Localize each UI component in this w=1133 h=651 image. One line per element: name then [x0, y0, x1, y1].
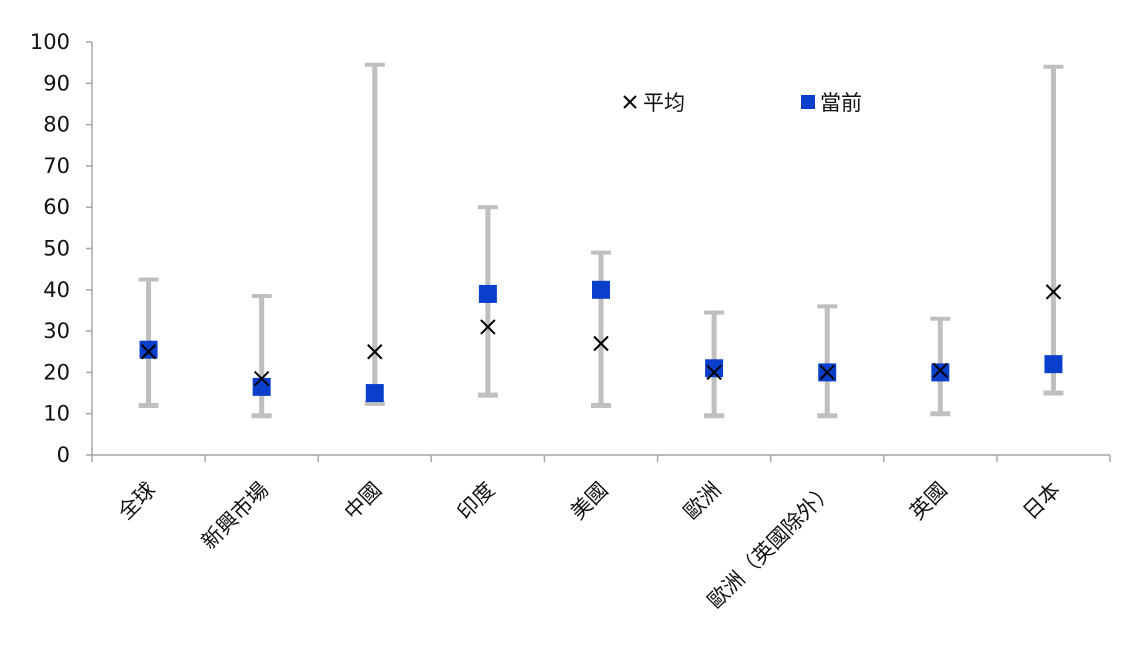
average-point	[706, 364, 722, 381]
average-point	[480, 319, 496, 335]
current-point	[139, 340, 158, 359]
current-point	[705, 359, 724, 378]
legend-average-label: 平均	[643, 91, 685, 115]
y-tick-label: 0	[57, 443, 70, 467]
y-tick-label: 70	[43, 154, 70, 178]
y-tick-label: 10	[43, 402, 70, 426]
average-point	[819, 364, 835, 381]
legend-current-label: 當前	[820, 91, 862, 115]
average-point	[932, 362, 949, 379]
category-label: 歐洲（英國除外）	[703, 478, 839, 614]
data-marks	[139, 280, 1063, 403]
range-bars	[138, 62, 1064, 419]
y-axis: 0 10 20 30 40 50 60 70 80 90 100	[30, 30, 93, 467]
legend-current-marker	[801, 95, 815, 109]
category-label: 美國	[566, 478, 613, 525]
category-label: 印度	[453, 478, 500, 525]
y-tick-label: 20	[43, 360, 70, 384]
y-tick-label: 100	[30, 30, 70, 54]
x-axis	[91, 454, 1111, 462]
current-point	[252, 377, 271, 396]
average-point	[140, 344, 157, 360]
average-point	[593, 335, 609, 352]
y-tick-label: 30	[43, 319, 70, 343]
y-tick-label: 40	[43, 278, 70, 302]
category-label: 歐洲	[679, 478, 726, 525]
average-point	[253, 370, 270, 387]
current-point	[1044, 355, 1063, 374]
y-tick-label: 80	[43, 113, 70, 137]
category-label: 中國	[340, 478, 387, 525]
category-label: 新興市場	[197, 478, 273, 554]
category-label: 全球	[113, 478, 160, 525]
category-label: 日本	[1018, 478, 1065, 525]
legend-average-marker	[623, 95, 637, 109]
y-tick-label: 50	[43, 237, 70, 261]
current-point	[478, 284, 497, 303]
current-point	[365, 384, 384, 403]
y-tick-label: 90	[43, 71, 70, 95]
y-tick-label: 60	[43, 195, 70, 219]
current-point	[592, 280, 610, 299]
category-label: 英國	[905, 478, 952, 525]
average-point	[367, 344, 383, 360]
current-point	[931, 363, 950, 382]
average-point	[1045, 284, 1062, 300]
legend: 平均 當前	[623, 91, 862, 115]
